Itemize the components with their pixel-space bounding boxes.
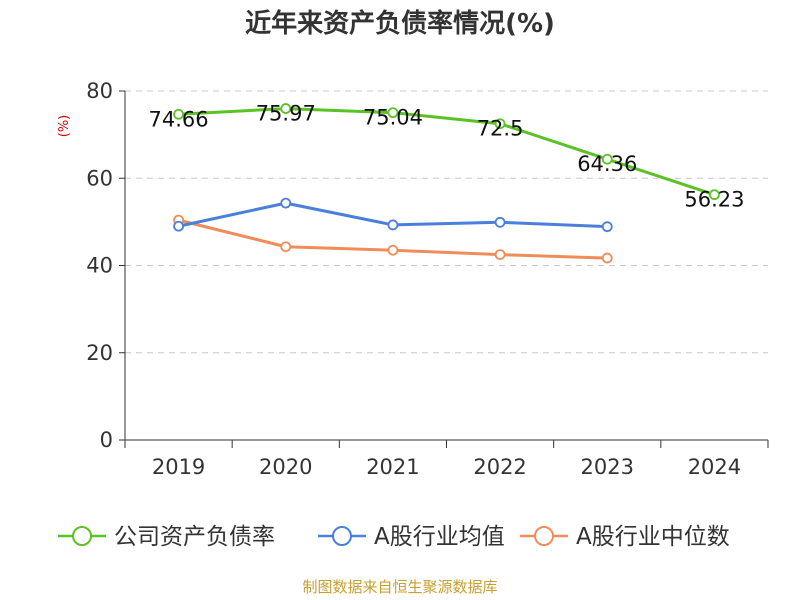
- data-point: [494, 118, 506, 130]
- series-0: [173, 103, 720, 201]
- data-point: [387, 219, 399, 231]
- data-point: [494, 216, 506, 228]
- data-point: [709, 189, 720, 201]
- series-line: [178, 107, 715, 197]
- x-tick-label: 2023: [581, 455, 634, 479]
- data-label: 64.36: [577, 152, 637, 176]
- x-tick-label: 2024: [688, 455, 741, 479]
- legend-item-2: A股行业中位数: [520, 524, 730, 550]
- legend-label: A股行业均值: [374, 524, 505, 550]
- data-point: [280, 103, 292, 114]
- legend-marker: [72, 526, 92, 546]
- data-point: [387, 244, 399, 256]
- legend-marker: [534, 526, 554, 546]
- data-label: 75.97: [256, 102, 316, 126]
- data-point: [280, 197, 292, 209]
- y-tick-label: 20: [86, 341, 113, 365]
- data-label: 74.66: [149, 107, 209, 131]
- data-point: [601, 153, 613, 165]
- data-point: [494, 249, 506, 260]
- x-tick-label: 2019: [152, 455, 205, 479]
- grid-lines: [125, 90, 768, 354]
- data-point: [280, 241, 292, 253]
- data-point: [601, 221, 613, 233]
- data-point: [601, 252, 613, 264]
- data-point: [387, 107, 399, 119]
- x-tick-label: 2021: [366, 455, 419, 479]
- data-label: 75.04: [363, 106, 423, 130]
- legend-item-0: 公司资产负债率: [58, 524, 275, 550]
- legend-marker: [332, 526, 352, 546]
- data-label: 56.23: [684, 188, 744, 212]
- legend: 公司资产负债率 A股行业均值 A股行业中位数: [58, 524, 730, 550]
- source-note: 制图数据来自恒生聚源数据库: [302, 578, 497, 596]
- y-tick-label: 60: [86, 166, 113, 190]
- x-tick-label: 2022: [473, 455, 526, 479]
- legend-item-1: A股行业均值: [318, 524, 505, 550]
- y-axis-label: (%): [57, 115, 72, 138]
- axes: 0 20 40 60 80 2019 2020 2021 2022 2023 2024: [86, 79, 769, 479]
- y-tick-label: 80: [86, 79, 113, 103]
- data-labels: 74.66 75.97 75.04 72.5 64.36 56.23: [149, 102, 745, 212]
- legend-label: 公司资产负债率: [114, 524, 275, 550]
- data-point: [173, 108, 184, 120]
- data-point: [173, 220, 184, 232]
- x-tick-label: 2020: [259, 455, 312, 479]
- series-1: [173, 197, 613, 233]
- y-tick-label: 0: [100, 428, 113, 452]
- series-group: [173, 103, 720, 264]
- data-label: 72.5: [477, 117, 524, 141]
- y-tick-label: 40: [86, 254, 113, 278]
- legend-label: A股行业中位数: [576, 524, 730, 550]
- chart-title: 近年来资产负债率情况(%): [245, 8, 555, 39]
